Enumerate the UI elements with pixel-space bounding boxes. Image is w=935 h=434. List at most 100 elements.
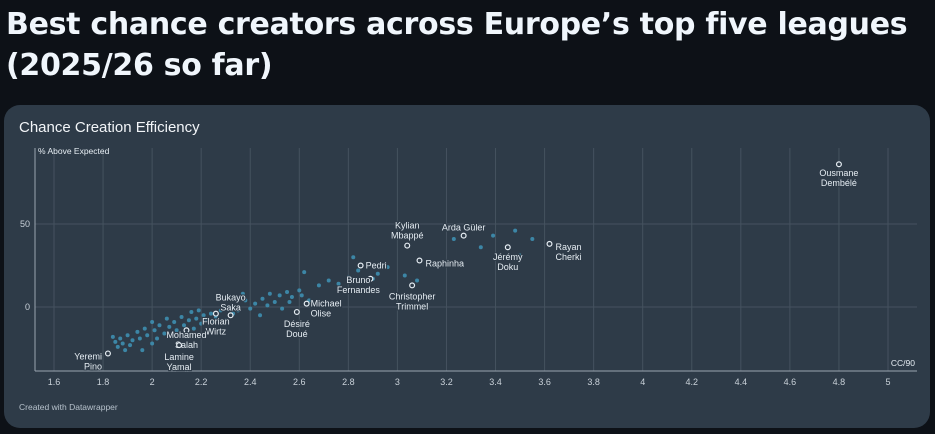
data-point bbox=[218, 308, 223, 313]
data-point bbox=[182, 323, 187, 328]
page-title: Best chance creators across Europe’s top… bbox=[6, 7, 908, 83]
player-label: Yamal bbox=[167, 362, 192, 372]
data-point bbox=[155, 336, 160, 341]
player-label: Pino bbox=[84, 361, 102, 371]
data-point bbox=[260, 296, 265, 301]
y-tick-label: 50 bbox=[20, 219, 30, 229]
player-label: Désiré bbox=[284, 319, 310, 329]
data-point bbox=[356, 268, 361, 273]
data-point bbox=[402, 273, 407, 278]
highlight-point bbox=[367, 275, 374, 282]
data-point bbox=[169, 334, 174, 339]
player-label: Dembélé bbox=[821, 178, 857, 188]
player-label: Saka bbox=[220, 302, 241, 312]
x-tick-label: 2.8 bbox=[342, 377, 355, 387]
data-point bbox=[253, 301, 258, 306]
data-point bbox=[204, 318, 209, 323]
data-point bbox=[277, 293, 282, 298]
player-label: Fernandes bbox=[337, 285, 381, 295]
player-label: Trimmel bbox=[396, 301, 428, 311]
player-label: Bruno bbox=[346, 275, 370, 285]
data-point bbox=[267, 291, 272, 296]
data-point bbox=[235, 308, 240, 313]
data-point bbox=[361, 278, 366, 283]
data-point bbox=[240, 291, 245, 296]
player-label: Michael bbox=[311, 299, 342, 309]
data-point bbox=[174, 328, 179, 333]
highlight-point bbox=[227, 312, 234, 319]
data-point bbox=[172, 319, 177, 324]
chart-credit: Created with Datawrapper bbox=[19, 402, 118, 412]
data-point bbox=[125, 333, 130, 338]
data-point bbox=[179, 314, 184, 319]
data-point bbox=[145, 333, 150, 338]
x-tick-label: 3 bbox=[395, 377, 400, 387]
player-label: Wirtz bbox=[206, 327, 227, 337]
data-point bbox=[336, 281, 341, 286]
player-label: Arda Güler bbox=[442, 223, 486, 233]
x-tick-label: 2.4 bbox=[244, 377, 257, 387]
x-tick-label: 3.2 bbox=[440, 377, 453, 387]
data-point bbox=[302, 270, 307, 275]
highlight-point bbox=[303, 300, 310, 307]
data-point bbox=[115, 344, 120, 349]
data-point bbox=[164, 316, 169, 321]
data-point bbox=[120, 341, 125, 346]
data-point bbox=[152, 328, 157, 333]
data-point bbox=[491, 233, 496, 238]
data-point bbox=[157, 323, 162, 328]
data-point bbox=[167, 324, 172, 329]
highlight-point bbox=[212, 310, 219, 317]
data-point bbox=[287, 300, 292, 305]
player-label: Rayan bbox=[555, 242, 581, 252]
data-point bbox=[142, 326, 147, 331]
data-point bbox=[223, 318, 228, 323]
data-point bbox=[518, 253, 523, 258]
x-axis-title: CC/90 bbox=[891, 358, 915, 368]
highlight-point bbox=[404, 242, 411, 249]
data-point bbox=[140, 348, 145, 353]
highlight-point bbox=[416, 257, 423, 264]
highlight-point bbox=[357, 262, 364, 269]
player-label: Florian bbox=[202, 317, 230, 327]
player-label: Lamine bbox=[164, 352, 194, 362]
data-point bbox=[316, 283, 321, 288]
data-point bbox=[478, 245, 483, 250]
data-point bbox=[194, 316, 199, 321]
data-point bbox=[113, 339, 118, 344]
data-point bbox=[128, 343, 133, 348]
data-point bbox=[110, 334, 115, 339]
data-point bbox=[201, 313, 206, 318]
data-point bbox=[118, 336, 123, 341]
data-point bbox=[375, 271, 380, 276]
x-tick-label: 1.6 bbox=[48, 377, 61, 387]
data-point bbox=[289, 295, 294, 300]
player-label: Doué bbox=[286, 329, 308, 339]
data-point bbox=[199, 321, 204, 326]
x-tick-label: 3.4 bbox=[489, 377, 502, 387]
data-point bbox=[385, 265, 390, 270]
x-tick-label: 5 bbox=[885, 377, 890, 387]
data-point bbox=[196, 308, 201, 313]
data-point bbox=[135, 329, 140, 334]
x-tick-label: 1.8 bbox=[97, 377, 110, 387]
data-point bbox=[530, 236, 535, 241]
highlight-point bbox=[460, 232, 467, 239]
data-point bbox=[150, 319, 155, 324]
chart-title: Chance Creation Efficiency bbox=[19, 119, 200, 136]
data-point bbox=[415, 278, 420, 283]
x-tick-label: 3.6 bbox=[538, 377, 551, 387]
player-label: Jérémy bbox=[493, 252, 523, 262]
highlight-point bbox=[546, 240, 553, 247]
player-label: Mohamed bbox=[166, 330, 206, 340]
highlight-point bbox=[409, 282, 416, 289]
highlight-point bbox=[104, 350, 111, 357]
player-label: Olise bbox=[311, 309, 332, 319]
data-point bbox=[272, 300, 277, 305]
data-point bbox=[285, 290, 290, 295]
x-tick-label: 4.8 bbox=[833, 377, 846, 387]
data-point bbox=[280, 306, 285, 311]
data-point bbox=[208, 311, 213, 316]
highlight-point bbox=[835, 161, 842, 168]
y-tick-label: 0 bbox=[25, 302, 30, 312]
